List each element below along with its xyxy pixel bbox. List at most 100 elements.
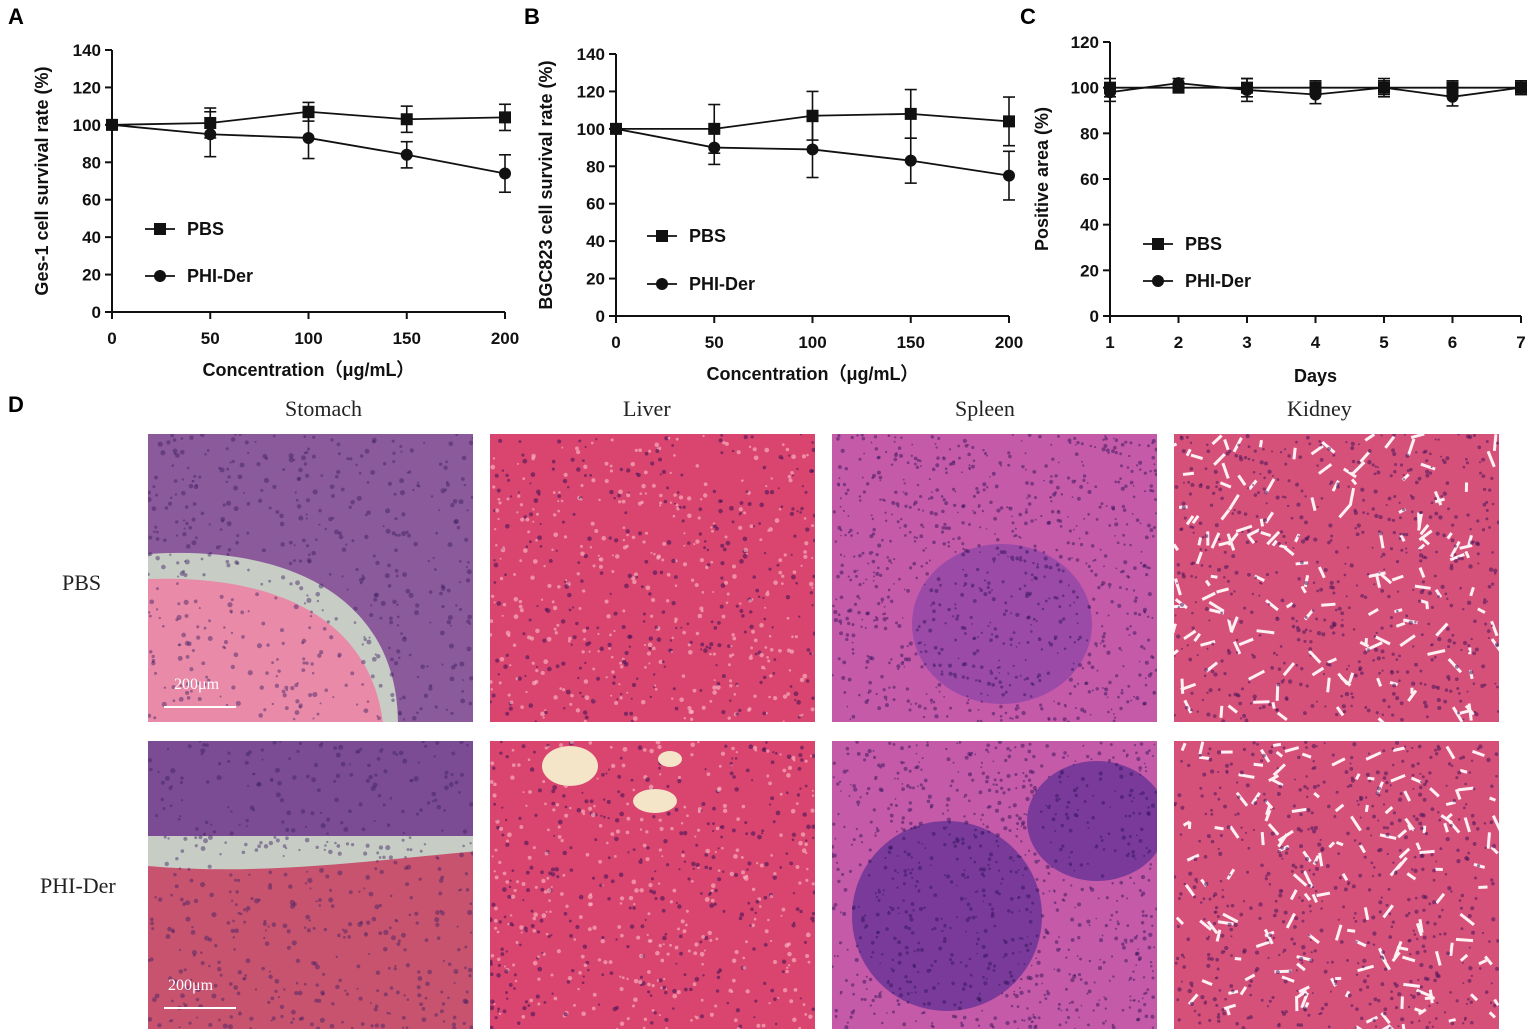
- histology-image-kidney-pbs: [1174, 434, 1499, 722]
- y-tick-label: 100: [577, 120, 605, 139]
- column-label-liver: Liver: [623, 396, 671, 421]
- histology-image-liver-phider: [490, 741, 815, 1029]
- data-point-square: [499, 111, 511, 124]
- data-point-circle: [499, 167, 511, 180]
- legend-marker-circle: [1152, 275, 1164, 287]
- y-axis-title: Ges-1 cell survival rate (%): [32, 66, 52, 295]
- column-label-stomach: Stomach: [285, 396, 362, 421]
- scale-bar-line: [164, 706, 236, 708]
- x-tick-label: 100: [294, 329, 322, 348]
- x-axis-title: Days: [1294, 366, 1337, 386]
- data-point-square: [904, 107, 917, 120]
- data-point-circle: [610, 122, 622, 135]
- y-tick-label: 60: [82, 191, 101, 210]
- chart-panel-a: A 0 20 40 60 80 100 120 140 0 50 100 150 200 Concentra…: [8, 4, 519, 380]
- x-tick-label: 200: [491, 329, 519, 348]
- y-tick-label: 0: [92, 303, 101, 322]
- x-tick-label: 6: [1448, 333, 1457, 352]
- chart-panel-c: C 0 20 40 60 80 100 120 1 2 3 4 5 6 7 Days Positive area…: [1020, 4, 1527, 386]
- y-tick-label: 120: [1071, 33, 1099, 52]
- data-point-circle: [1378, 81, 1390, 94]
- chart-panel-b: B 0 20 40 60 80 100 120 140 0 50 100 150 200 Concentra…: [524, 4, 1023, 384]
- legend-marker-square: [656, 230, 668, 242]
- data-point-square: [806, 109, 819, 122]
- legend-label-phi-der: PHI-Der: [689, 274, 755, 294]
- column-label-spleen: Spleen: [955, 396, 1015, 421]
- column-label-kidney: Kidney: [1287, 396, 1352, 421]
- legend-label-phi-der: PHI-Der: [1185, 271, 1251, 291]
- y-tick-label: 80: [1080, 124, 1099, 143]
- data-point-square: [1003, 115, 1015, 128]
- y-tick-label: 40: [586, 232, 605, 251]
- row-label-pbs: PBS: [62, 570, 102, 595]
- data-point-square: [302, 105, 315, 118]
- y-tick-label: 40: [1080, 216, 1099, 235]
- data-point-circle: [904, 154, 917, 167]
- x-tick-label: 50: [201, 329, 220, 348]
- legend-marker-square: [154, 223, 166, 235]
- x-tick-label: 100: [798, 333, 826, 352]
- x-tick-label: 150: [897, 333, 925, 352]
- y-tick-label: 140: [577, 45, 605, 64]
- scale-bar-label: 200μm: [168, 977, 214, 994]
- y-tick-label: 120: [73, 78, 101, 97]
- legend-label-pbs: PBS: [1185, 234, 1222, 254]
- panel-letter-c: C: [1020, 4, 1036, 29]
- data-point-circle: [1172, 77, 1185, 90]
- data-point-circle: [204, 128, 217, 141]
- y-tick-label: 20: [82, 266, 101, 285]
- scale-bar-line: [164, 1007, 236, 1009]
- scale-bar-label: 200μm: [174, 676, 220, 693]
- y-axis-title: BGC823 cell survival rate (%): [536, 60, 556, 309]
- x-tick-label: 7: [1516, 333, 1525, 352]
- row-label-phi-der: PHI-Der: [40, 873, 116, 898]
- data-point-circle: [1446, 90, 1459, 103]
- y-tick-label: 140: [73, 41, 101, 60]
- histology-image-kidney-phider: [1174, 741, 1499, 1029]
- data-point-square: [400, 113, 413, 126]
- x-tick-label: 5: [1379, 333, 1388, 352]
- y-tick-label: 40: [82, 228, 101, 247]
- data-point-circle: [1104, 86, 1116, 99]
- x-tick-label: 2: [1174, 333, 1183, 352]
- y-tick-label: 120: [577, 82, 605, 101]
- data-point-circle: [1241, 83, 1253, 96]
- x-tick-label: 3: [1242, 333, 1251, 352]
- y-tick-label: 80: [82, 153, 101, 172]
- y-tick-label: 100: [1071, 79, 1099, 98]
- legend-marker-circle: [154, 270, 166, 282]
- panel-letter-a: A: [8, 4, 24, 29]
- data-point-square: [708, 122, 721, 135]
- histology-image-spleen-phider: [832, 741, 1157, 1029]
- panel-letter-d: D: [8, 392, 24, 417]
- data-point-circle: [106, 118, 118, 131]
- panel-letter-b: B: [524, 4, 540, 29]
- y-tick-label: 60: [586, 195, 605, 214]
- histology-image-spleen-pbs: [832, 434, 1157, 722]
- data-point-circle: [1003, 169, 1015, 182]
- y-tick-label: 100: [73, 116, 101, 135]
- y-axis-title: Positive area (%): [1032, 107, 1052, 251]
- y-tick-label: 80: [586, 157, 605, 176]
- legend-label-phi-der: PHI-Der: [187, 266, 253, 286]
- data-point-circle: [1309, 88, 1322, 101]
- legend-label-pbs: PBS: [187, 219, 224, 239]
- y-tick-label: 0: [1090, 307, 1099, 326]
- x-tick-label: 0: [107, 329, 116, 348]
- x-tick-label: 50: [705, 333, 724, 352]
- data-point-circle: [1515, 81, 1527, 94]
- data-point-circle: [400, 148, 413, 161]
- histology-image-stomach-phider: 200μm: [148, 741, 473, 1029]
- x-tick-label: 4: [1311, 333, 1321, 352]
- y-tick-label: 20: [1080, 261, 1099, 280]
- histology-image-liver-pbs: [490, 434, 815, 722]
- legend-marker-square: [1152, 238, 1164, 250]
- y-tick-label: 20: [586, 270, 605, 289]
- data-point-circle: [708, 141, 721, 154]
- legend-label-pbs: PBS: [689, 226, 726, 246]
- histology-image-stomach-pbs: 200μm: [148, 434, 473, 722]
- data-point-circle: [302, 131, 315, 144]
- x-tick-label: 150: [393, 329, 421, 348]
- x-tick-label: 0: [611, 333, 620, 352]
